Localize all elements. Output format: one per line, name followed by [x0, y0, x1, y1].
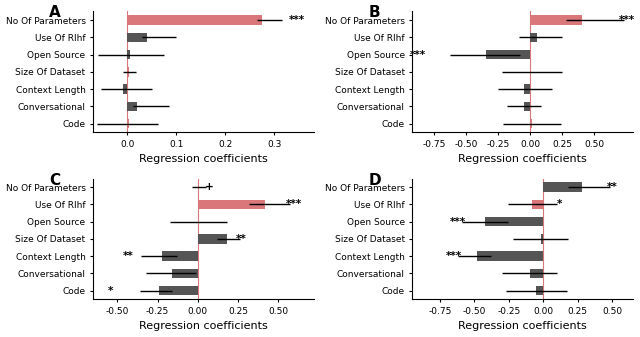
Bar	[486, 217, 543, 226]
Bar	[198, 234, 227, 244]
X-axis label: Regression coefficients: Regression coefficients	[139, 321, 268, 332]
Bar	[543, 182, 582, 192]
Bar	[532, 200, 543, 209]
Bar	[163, 251, 198, 261]
Bar	[531, 15, 582, 25]
Text: ***: ***	[445, 251, 462, 261]
Bar	[531, 33, 537, 42]
Bar	[524, 101, 531, 111]
Bar	[127, 67, 129, 76]
Bar	[529, 269, 543, 278]
Text: ***: ***	[289, 15, 305, 25]
Bar	[127, 15, 262, 25]
Bar	[477, 251, 543, 261]
Text: A: A	[49, 5, 61, 21]
Text: *: *	[557, 200, 563, 209]
Text: +: +	[205, 182, 214, 192]
Text: C: C	[49, 173, 60, 187]
Bar	[486, 50, 531, 59]
Bar	[172, 269, 198, 278]
Bar	[536, 286, 543, 295]
X-axis label: Regression coefficients: Regression coefficients	[458, 321, 587, 332]
Text: *: *	[108, 286, 113, 296]
Text: **: **	[124, 251, 134, 261]
Bar	[531, 119, 532, 128]
Bar	[198, 200, 266, 209]
Bar	[123, 84, 127, 94]
Text: **: **	[607, 182, 618, 192]
X-axis label: Regression coefficients: Regression coefficients	[139, 154, 268, 164]
Text: **: **	[236, 234, 246, 244]
Bar	[127, 119, 129, 128]
Bar	[159, 286, 198, 295]
Bar	[127, 33, 147, 42]
Text: ***: ***	[410, 50, 426, 60]
Bar	[524, 84, 531, 94]
Text: D: D	[369, 173, 381, 187]
Text: ***: ***	[286, 200, 303, 209]
Text: ***: ***	[450, 217, 466, 227]
Text: B: B	[369, 5, 380, 21]
Bar	[541, 234, 543, 244]
X-axis label: Regression coefficients: Regression coefficients	[458, 154, 587, 164]
Text: ***: ***	[618, 15, 635, 25]
Bar	[127, 50, 130, 59]
Bar	[127, 101, 138, 111]
